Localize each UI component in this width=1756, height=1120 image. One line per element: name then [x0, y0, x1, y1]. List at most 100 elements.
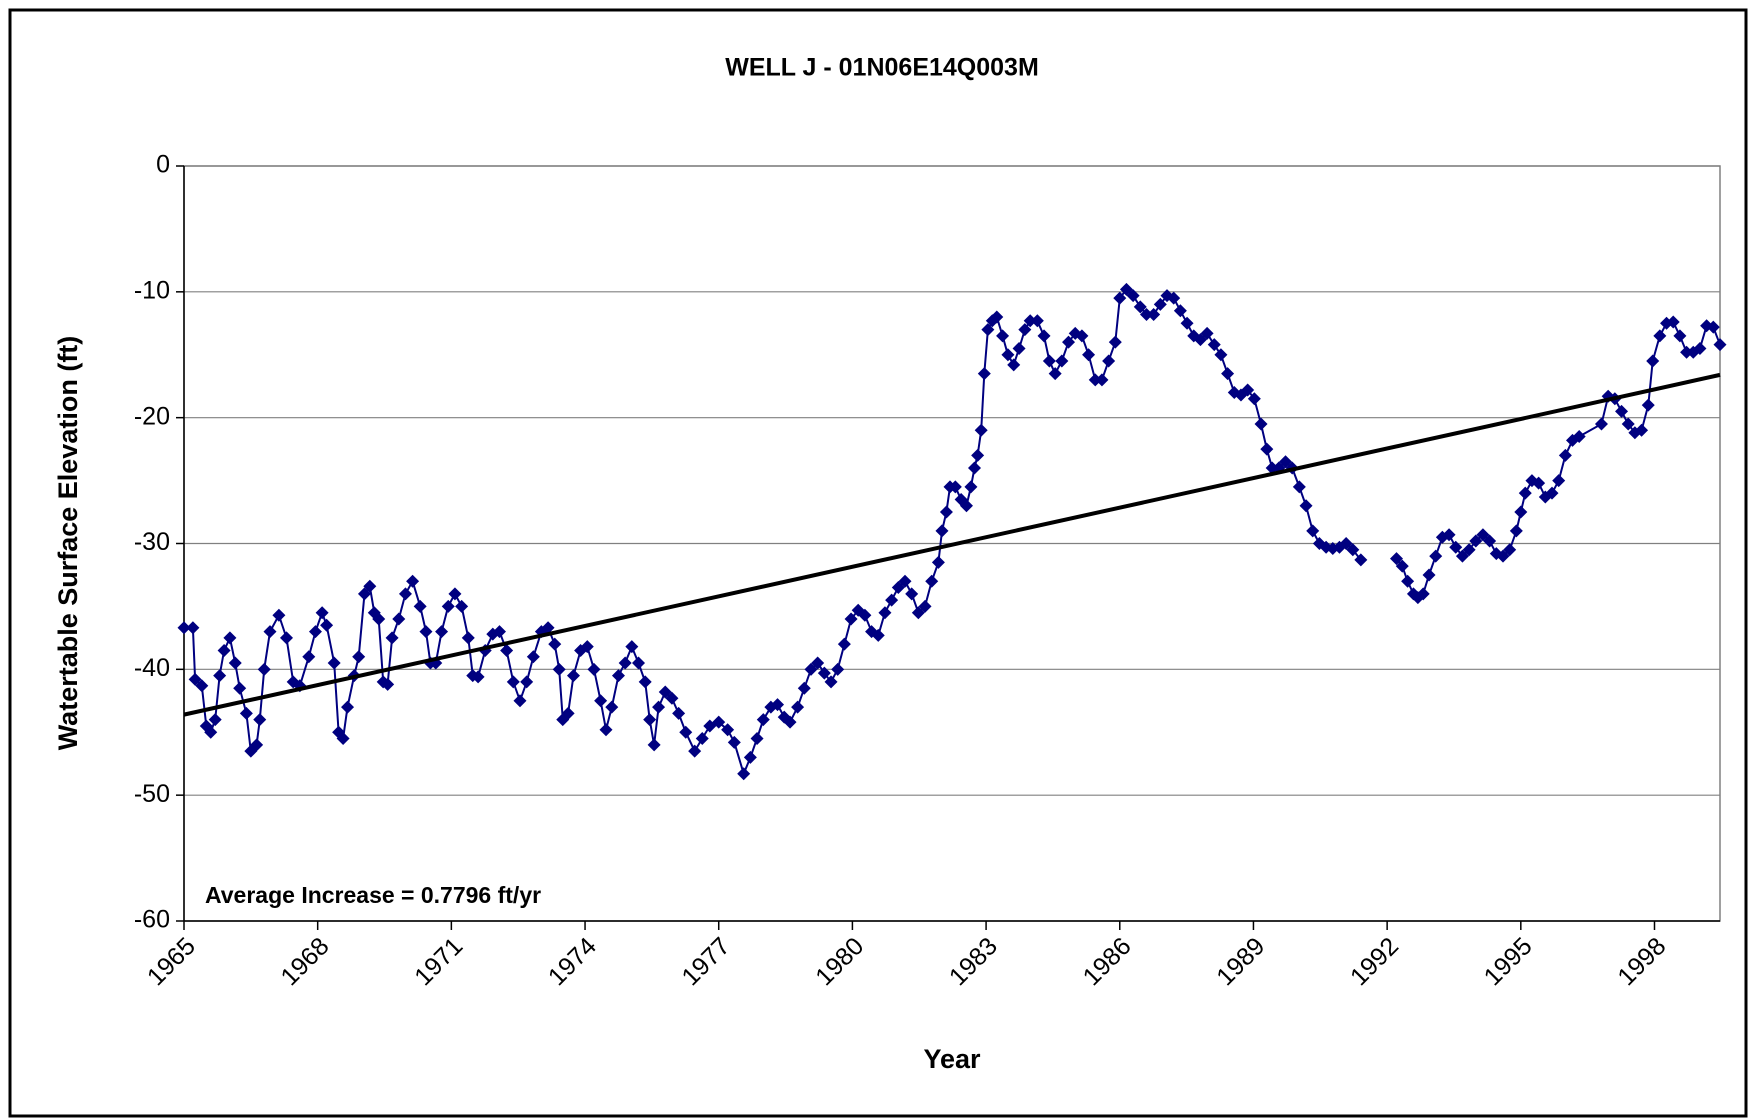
data-point [824, 675, 838, 689]
data-point [1429, 549, 1443, 563]
data-point [1221, 367, 1235, 381]
data-point [250, 738, 264, 752]
data-point [695, 732, 709, 746]
data-point [1469, 534, 1483, 548]
data-point [520, 675, 534, 689]
data-point [228, 656, 242, 670]
data-point [727, 735, 741, 749]
annotation: Average Increase = 0.7796 ft/yr [205, 882, 541, 908]
data-point [1673, 329, 1687, 343]
data-point [831, 662, 845, 676]
data-point [208, 713, 222, 727]
data-point [1292, 480, 1306, 494]
data-point [721, 723, 735, 737]
data-point [1509, 524, 1523, 538]
y-tick-label: -60 [134, 906, 170, 934]
data-point [1153, 297, 1167, 311]
data-point [1140, 307, 1154, 321]
data-point [1346, 543, 1360, 557]
data-point [605, 700, 619, 714]
data-point [643, 713, 657, 727]
data-point [1693, 341, 1707, 355]
data-point [1075, 329, 1089, 343]
data-point [771, 698, 785, 712]
data-point [448, 587, 462, 601]
data-point [871, 628, 885, 642]
data-point [385, 631, 399, 645]
data-point [898, 574, 912, 588]
data-point [308, 625, 322, 639]
data-point [1416, 587, 1430, 601]
data-point [918, 599, 932, 613]
data-point [406, 574, 420, 588]
data-point [1048, 367, 1062, 381]
data-point [1514, 505, 1528, 519]
data-point [1088, 373, 1102, 387]
data-point [217, 643, 231, 657]
data-point [257, 662, 271, 676]
data-point [561, 706, 575, 720]
data-point [381, 677, 395, 691]
data-point [647, 738, 661, 752]
data-point [1207, 338, 1221, 352]
data-point [1653, 329, 1667, 343]
data-point [315, 606, 329, 620]
data-point [1037, 329, 1051, 343]
data-point [611, 669, 625, 683]
data-point [1558, 448, 1572, 462]
data-point [1422, 568, 1436, 582]
data-point [1594, 417, 1608, 431]
data-point [743, 750, 757, 764]
data-point [1095, 373, 1109, 387]
data-point [1545, 486, 1559, 500]
data-point [1680, 345, 1694, 359]
data-point [925, 574, 939, 588]
data-point [1462, 543, 1476, 557]
data-point [587, 662, 601, 676]
data-point [1666, 315, 1680, 329]
data-point [652, 700, 666, 714]
data-point [990, 310, 1004, 324]
data-point [566, 669, 580, 683]
data-point [1173, 304, 1187, 318]
data-point [939, 505, 953, 519]
data-point [1214, 348, 1228, 362]
data-point [398, 587, 412, 601]
data-point [1518, 486, 1532, 500]
data-point [580, 640, 594, 654]
data-point [372, 612, 386, 626]
data-point [878, 606, 892, 620]
data-point [844, 612, 858, 626]
data-point [1055, 354, 1069, 368]
data-point [1133, 300, 1147, 314]
data-point [1023, 314, 1037, 328]
data-point [968, 461, 982, 475]
data-point [1621, 417, 1635, 431]
y-tick-label: -10 [134, 276, 170, 304]
data-point [811, 656, 825, 670]
data-point [302, 650, 316, 664]
data-point [352, 650, 366, 664]
data-point [977, 367, 991, 381]
data-point [672, 706, 686, 720]
data-point [435, 625, 449, 639]
chart-title: WELL J - 01N06E14Q003M [725, 54, 1039, 82]
data-point [594, 694, 608, 708]
data-point [1306, 524, 1320, 538]
data-point [931, 555, 945, 569]
data-point [195, 679, 209, 693]
data-point [1001, 348, 1015, 362]
data-point [204, 725, 218, 739]
data-point [541, 621, 555, 635]
data-point [1241, 383, 1255, 397]
data-point [885, 593, 899, 607]
data-point [712, 715, 726, 729]
trend-line [183, 372, 1721, 717]
y-axis-label: Watertable Surface Elevation (ft) [53, 336, 83, 751]
data-point [688, 744, 702, 758]
data-point [1167, 291, 1181, 305]
data-point [1395, 559, 1409, 573]
data-point [263, 625, 277, 639]
data-point [526, 650, 540, 664]
